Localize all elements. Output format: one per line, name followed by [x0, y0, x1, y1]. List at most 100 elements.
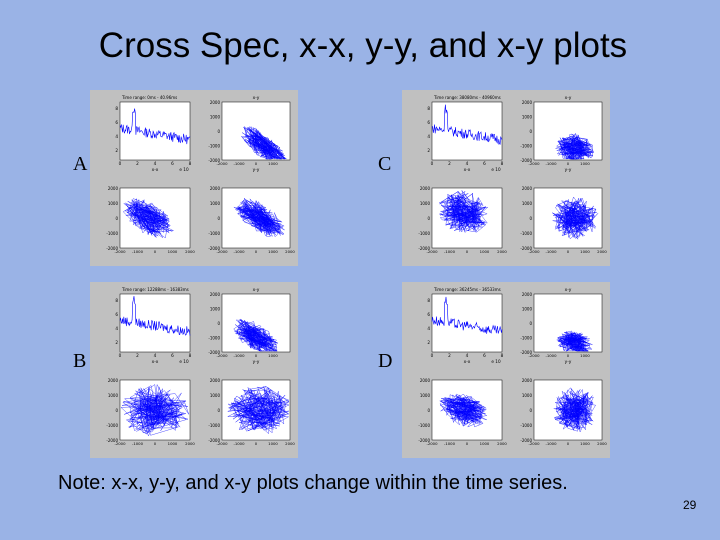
scatter-y-tick: 1000 [210, 115, 221, 120]
scatter-y-tick: 0 [217, 216, 220, 221]
time-range-text: Time range: 0ms - 40.96ms [121, 95, 177, 100]
scatter-x-tick: 0 [255, 249, 258, 254]
scatter-x-tick: 0 [466, 249, 469, 254]
spectrum-x-tick: 4 [154, 161, 157, 166]
spectrum-axes [119, 101, 191, 161]
spectrum-line [119, 296, 191, 336]
spectrum-x-tick: 6 [171, 353, 174, 358]
spectrum-x-tick: 8 [501, 353, 504, 358]
spectrum-axes [431, 293, 503, 353]
scatter-x-tick: -1000 [233, 441, 245, 446]
spectrum-axes [431, 101, 503, 161]
scatter-y-tick: 1000 [108, 393, 119, 398]
scatter-y-tick: 2000 [210, 186, 221, 191]
yy-label: y-y [253, 168, 260, 173]
spectrum-line [119, 108, 191, 145]
yy-label: y-y [253, 360, 260, 365]
scatter-x-tick: -1000 [545, 249, 557, 254]
spectrum-x-tick: 0 [119, 161, 122, 166]
spectrum-y-tick: 2 [427, 340, 430, 345]
scatter-trace [227, 385, 290, 434]
scatter-x-tick: -2000 [216, 353, 228, 358]
scatter-x-tick: 1000 [268, 441, 278, 446]
slide-number: 29 [683, 498, 697, 512]
scatter-x-tick: -2000 [216, 249, 228, 254]
spectrum-x-tick: 2 [136, 353, 139, 358]
scatter-x-tick: 0 [567, 353, 570, 358]
spectrum-y-tick: 2 [115, 340, 118, 345]
scatter-trace [233, 318, 278, 352]
scatter-x-tick: -1000 [132, 441, 144, 446]
scatter-trace [553, 387, 596, 433]
spectrum-x-tick: 0 [119, 353, 122, 358]
scatter-y-tick: 0 [115, 216, 118, 221]
scatter-x-tick: -1000 [545, 161, 557, 166]
scatter-x-tick: -2000 [426, 441, 438, 446]
figure-b: 8 6 4 2 0 2 4 6 8 x-x e 10 Time range: 12288ms - 16… [90, 282, 298, 458]
scatter-y-tick: 1000 [210, 393, 221, 398]
scatter-y-tick: 0 [529, 216, 532, 221]
scatter-x-tick: 1000 [580, 161, 590, 166]
spectrum-x-tick: 2 [448, 161, 451, 166]
scatter-y-tick: 2000 [522, 100, 533, 105]
yy-label: y-y [565, 360, 572, 365]
freq-label: e 10 [491, 359, 501, 364]
scatter-x-tick: 1000 [168, 249, 178, 254]
scatter-x-tick: 1000 [480, 441, 490, 446]
scatter-y-tick: -2000 [418, 246, 430, 251]
scatter-x-tick: -1000 [444, 441, 456, 446]
scatter-y-tick: 0 [217, 321, 220, 326]
spectrum-y-tick: 8 [427, 298, 430, 303]
scatter-x-tick: 0 [154, 441, 157, 446]
scatter-y-tick: -1000 [520, 423, 532, 428]
scatter-trace [555, 132, 595, 160]
spectrum-x-tick: 2 [448, 353, 451, 358]
scatter-x-tick: -2000 [216, 161, 228, 166]
scatter-y-tick: 1000 [420, 201, 431, 206]
spectrum-y-tick: 8 [115, 298, 118, 303]
scatter-y-tick: -2000 [520, 350, 532, 355]
scatter-y-tick: -2000 [208, 158, 220, 163]
figure-label-a: A [73, 153, 88, 175]
scatter-x-tick: -1000 [233, 249, 245, 254]
figure-c: 8 6 4 2 0 2 4 6 8 x-x e 10 Time range: 38080ms - 40… [402, 90, 610, 266]
scatter-x-tick: -1000 [545, 353, 557, 358]
scatter-y-tick: -2000 [520, 438, 532, 443]
scatter-x-tick: -2000 [528, 161, 540, 166]
scatter-x-tick: 0 [567, 441, 570, 446]
figure-d: 8 6 4 2 0 2 4 6 8 x-x e 10 Time range: 36245ms - 36… [402, 282, 610, 458]
freq-label: e 10 [491, 167, 501, 172]
scatter-trace [233, 197, 285, 237]
scatter-y-tick: 0 [217, 408, 220, 413]
spectrum-y-tick: 6 [427, 312, 430, 317]
xx-label: x-x [464, 168, 471, 173]
figure-plots: 8 6 4 2 0 2 4 6 8 x-x e 10 Time range: 0ms - 40.96m… [106, 95, 295, 254]
scatter-y-tick: -1000 [418, 423, 430, 428]
scatter-y-tick: -1000 [208, 423, 220, 428]
scatter-y-tick: 2000 [108, 186, 119, 191]
scatter-y-tick: -2000 [208, 350, 220, 355]
scatter-x-tick: 1000 [268, 353, 278, 358]
time-range-text: Time range: 12288ms - 16383ms [121, 287, 189, 292]
time-range-text: Time range: 38080ms - 40960ms [433, 95, 501, 100]
spectrum-x-tick: 4 [466, 161, 469, 166]
freq-label: e 10 [179, 167, 189, 172]
spectrum-x-tick: 4 [466, 353, 469, 358]
spectrum-y-tick: 6 [115, 120, 118, 125]
spectrum-x-tick: 4 [154, 353, 157, 358]
scatter-y-tick: -1000 [106, 231, 118, 236]
scatter-x-tick: -1000 [233, 161, 245, 166]
scatter-x-tick: -2000 [114, 249, 126, 254]
scatter-y-tick: -2000 [418, 438, 430, 443]
figure-label-d: D [378, 350, 393, 372]
spectrum-y-tick: 8 [427, 106, 430, 111]
figure-plots: 8 6 4 2 0 2 4 6 8 x-x e 10 Time range: 38080ms - 40… [418, 95, 607, 254]
spectrum-x-tick: 0 [431, 161, 434, 166]
scatter-x-tick: 1000 [580, 353, 590, 358]
scatter-x-tick: -2000 [528, 441, 540, 446]
spectrum-y-tick: 4 [115, 326, 118, 331]
spectrum-x-tick: 6 [171, 161, 174, 166]
xy-title: x-y [253, 288, 260, 293]
xy-title: x-y [565, 288, 572, 293]
scatter-y-tick: 0 [529, 321, 532, 326]
